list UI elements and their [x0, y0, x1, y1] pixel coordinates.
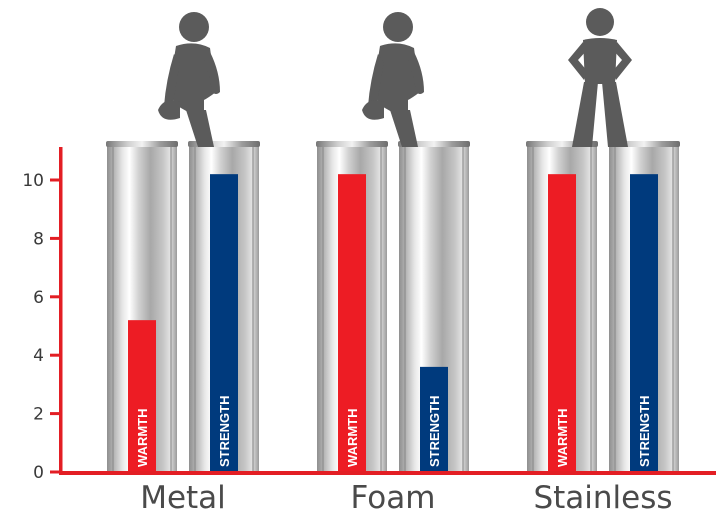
y-tick-mark: [50, 295, 60, 299]
y-tick-label: 10: [22, 171, 44, 191]
figures: [158, 8, 632, 147]
y-tick-mark: [50, 178, 60, 182]
person-standing-on-one-leg-icon: [158, 12, 220, 147]
bar-labels: WARMTH WARMTH WARMTH STRENGTH STRENGTH STRENG…: [135, 396, 652, 468]
bars: [128, 174, 658, 472]
category-label: Stainless: [533, 480, 672, 514]
y-tick-mark: [50, 470, 60, 474]
bar-warmth-foam: [338, 174, 366, 472]
category-label: Metal: [140, 480, 226, 514]
bar-strength-metal: [210, 174, 238, 472]
bar-label: WARMTH: [135, 409, 150, 468]
y-axis-line: [59, 147, 63, 474]
axes: 0 2 4 6 8 10: [22, 147, 716, 483]
bar-label: STRENGTH: [427, 396, 442, 468]
person-standing-with-hands-on-hips-icon: [568, 8, 632, 147]
y-tick-mark: [50, 236, 60, 240]
bar-label: STRENGTH: [637, 396, 652, 468]
y-tick-mark: [50, 353, 60, 357]
category-labels: Metal Foam Stainless: [140, 480, 672, 514]
bar-warmth-metal: [128, 320, 156, 472]
bar-label: WARMTH: [555, 409, 570, 468]
bar-strength-stainless: [630, 174, 658, 472]
y-tick-label: 8: [33, 229, 44, 249]
category-label: Foam: [351, 480, 436, 514]
metal-pillars: [106, 141, 680, 472]
bar-strength-foam: [420, 366, 448, 472]
y-tick-mark: [50, 412, 60, 416]
bar-label: STRENGTH: [217, 396, 232, 468]
y-tick-label: 6: [33, 288, 44, 308]
y-tick-label: 4: [33, 346, 44, 366]
x-axis-line: [59, 471, 716, 475]
y-tick-label: 0: [33, 463, 44, 483]
bar-warmth-stainless: [548, 174, 576, 472]
y-tick-label: 2: [33, 405, 44, 425]
person-standing-on-one-leg-icon: [362, 12, 424, 147]
bar-label: WARMTH: [345, 409, 360, 468]
